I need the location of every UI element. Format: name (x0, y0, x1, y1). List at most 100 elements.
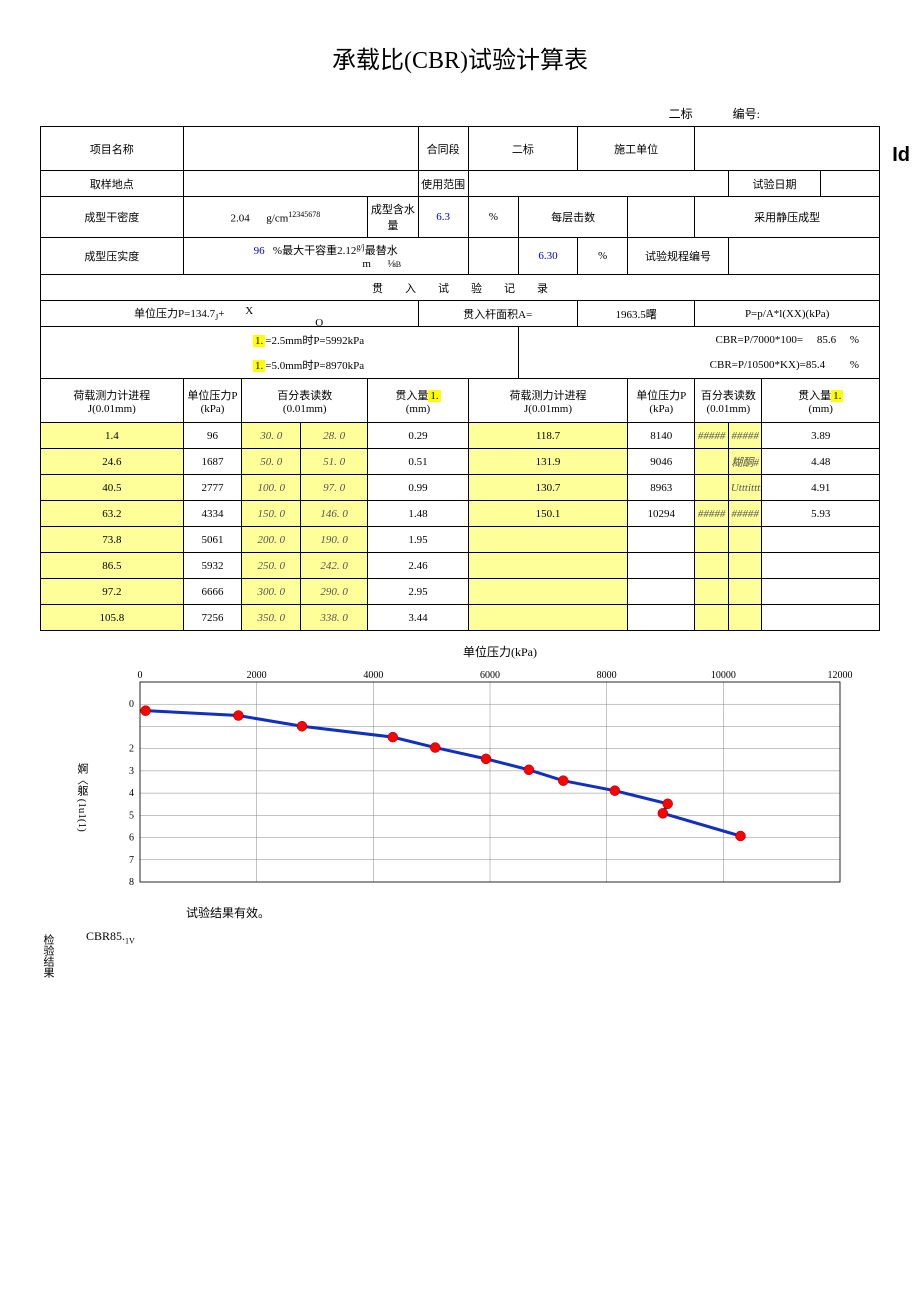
table-cell: 146. 0 (301, 501, 368, 527)
th-c7: 百分表读数 (0.01mm) (695, 379, 762, 423)
lbl-hits: 每层击数 (519, 197, 628, 238)
id-mark: Id (892, 144, 910, 167)
lbl-use-scope: 使用范围 (418, 171, 468, 197)
formula-p2: P=p/A*l(XX)(kPa) (695, 301, 880, 327)
table-cell (695, 475, 729, 501)
th-c4: 贯入量1.(mm) (368, 379, 469, 423)
th-c8: 贯入量1.(mm) (762, 379, 880, 423)
table-cell: 3.89 (762, 423, 880, 449)
table-cell: 2777 (183, 475, 242, 501)
svg-text:6000: 6000 (480, 670, 500, 681)
table-cell (762, 605, 880, 631)
table-cell: 40.5 (41, 475, 184, 501)
lbl-test-date: 试验日期 (728, 171, 820, 197)
pct1: % (468, 197, 518, 238)
table-cell: 105.8 (41, 605, 184, 631)
section-hdr: 贯 入 试 验 记 录 (41, 275, 880, 301)
lbl-contract: 合同段 (418, 127, 468, 171)
th-c1: 荷载测力计进程 J(0.01mm) (41, 379, 184, 423)
table-cell (728, 605, 762, 631)
val-project (183, 127, 418, 171)
table-cell: 350. 0 (242, 605, 301, 631)
table-cell: 86.5 (41, 553, 184, 579)
table-cell (762, 527, 880, 553)
table-cell (762, 553, 880, 579)
table-cell: 190. 0 (301, 527, 368, 553)
svg-text:4: 4 (129, 788, 134, 799)
conclusion: 检验结果 试验结果有效。 CBR85.1V (40, 904, 880, 978)
table-cell: 73.8 (41, 527, 184, 553)
th-c3: 百分表读数 (0.01mm) (242, 379, 368, 423)
table-cell: 0.99 (368, 475, 469, 501)
table-cell: 糊酮# (728, 449, 762, 475)
formula-cbr50: CBR=P/10500*KX)=85.4 % (519, 353, 880, 379)
table-cell: 96 (183, 423, 242, 449)
svg-text:8000: 8000 (597, 670, 617, 681)
lbl-testcode: 试验规程编号 (628, 238, 729, 275)
table-cell: 290. 0 (301, 579, 368, 605)
table-cell: 150.1 (468, 501, 627, 527)
table-cell: 0.29 (368, 423, 469, 449)
svg-text:6: 6 (129, 833, 134, 844)
conclusion-valid: 试验结果有效。 (186, 904, 270, 921)
th-c2: 单位压力P (kPa) (183, 379, 242, 423)
table-cell: 5932 (183, 553, 242, 579)
table-cell: ##### (695, 423, 729, 449)
lbl-construct: 施工单位 (577, 127, 694, 171)
chart-svg: 02000400060008000100001200002345678 (100, 664, 860, 894)
table-cell: 51. 0 (301, 449, 368, 475)
table-cell: 4334 (183, 501, 242, 527)
top-num-label: 编号: (733, 105, 760, 122)
table-cell (695, 553, 729, 579)
val-testcode (728, 238, 879, 275)
table-cell: 1.4 (41, 423, 184, 449)
table-cell: 50. 0 (242, 449, 301, 475)
table-cell: 131.9 (468, 449, 627, 475)
pct2: % (577, 238, 627, 275)
table-cell: 8140 (628, 423, 695, 449)
lbl-water: 成型含水量 (368, 197, 418, 238)
val-contract: 二标 (468, 127, 577, 171)
val-construct (695, 127, 880, 171)
table-cell: 242. 0 (301, 553, 368, 579)
table-cell: 24.6 (41, 449, 184, 475)
table-cell: ##### (695, 501, 729, 527)
table-cell: 3.44 (368, 605, 469, 631)
lbl-static: 采用静压成型 (695, 197, 880, 238)
form-table: 项目名称 合同段 二标 施工单位 取样地点 使用范围 试验日期 成型干密度 2.… (40, 126, 880, 631)
chart-x-title: 单位压力(kPa) (100, 643, 900, 660)
lbl-project: 项目名称 (41, 127, 184, 171)
svg-text:7: 7 (129, 855, 134, 866)
table-cell (468, 553, 627, 579)
val-water: 6.3 (418, 197, 468, 238)
formula-area-lbl: 贯入杆面积A= (418, 301, 577, 327)
svg-text:10000: 10000 (711, 670, 736, 681)
table-cell: 97. 0 (301, 475, 368, 501)
lbl-dry-density: 成型干密度 (41, 197, 184, 238)
lbl-compaction: 成型压实度 (41, 238, 184, 275)
table-cell (728, 553, 762, 579)
svg-text:5: 5 (129, 811, 134, 822)
table-cell: 63.2 (41, 501, 184, 527)
table-cell: 338. 0 (301, 605, 368, 631)
table-cell: 200. 0 (242, 527, 301, 553)
conclusion-label: 检验结果 (40, 934, 56, 978)
table-cell: 118.7 (468, 423, 627, 449)
table-cell: 1.48 (368, 501, 469, 527)
table-cell (695, 579, 729, 605)
table-cell (728, 579, 762, 605)
table-cell: 1687 (183, 449, 242, 475)
table-cell: 130.7 (468, 475, 627, 501)
chart-y-title: 婀〈躯 (1u1(1) (74, 763, 90, 832)
table-cell: 250. 0 (242, 553, 301, 579)
val-sample-loc (183, 171, 418, 197)
table-cell: 2.46 (368, 553, 469, 579)
table-cell (728, 527, 762, 553)
table-cell: 6666 (183, 579, 242, 605)
table-cell: 300. 0 (242, 579, 301, 605)
table-cell: 9046 (628, 449, 695, 475)
table-cell (695, 449, 729, 475)
table-cell: 10294 (628, 501, 695, 527)
formula-50: 1.=5.0mm时P=8970kPa (41, 353, 519, 379)
val-hits (628, 197, 695, 238)
